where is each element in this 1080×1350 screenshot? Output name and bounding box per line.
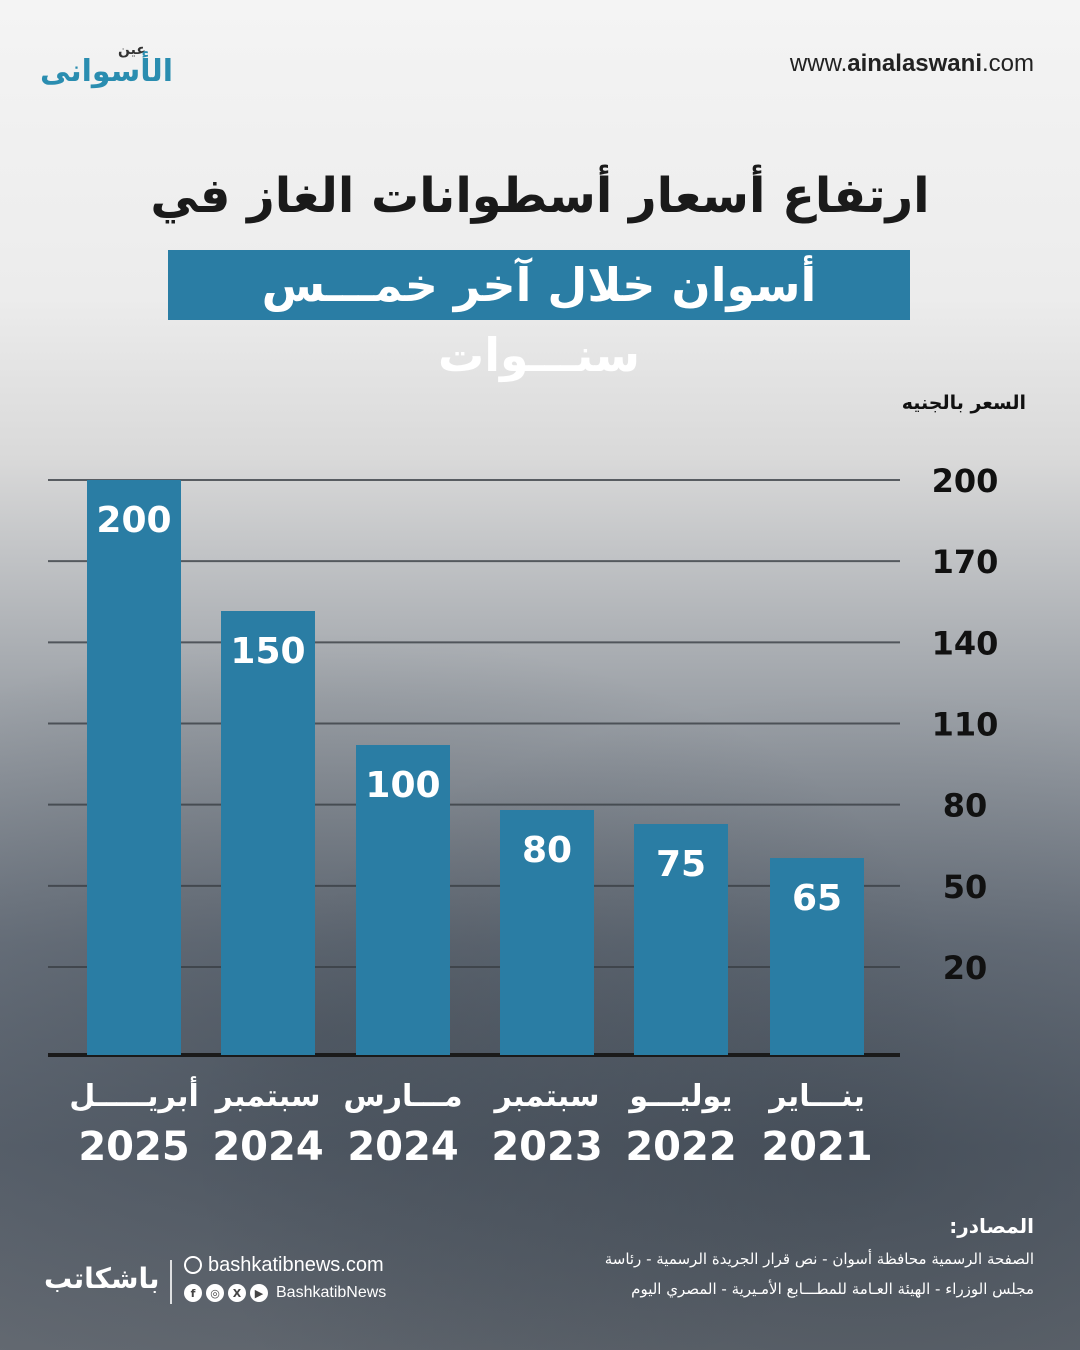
url-suffix: .com (981, 50, 1034, 77)
bar (221, 611, 315, 1055)
bar (87, 480, 181, 1055)
y-tick-label: 170 (932, 543, 999, 581)
logo-small-text: عين (118, 42, 146, 58)
x-tick-year-label: 2021 (761, 1124, 872, 1170)
url-prefix: www. (789, 50, 848, 77)
globe-icon (184, 1256, 202, 1274)
bar-value-label: 200 (96, 500, 171, 541)
title-line-2: أسوان خلال آخر خمـــس سنـــوات (168, 250, 910, 382)
sources-block: المصادر: الصفحة الرسمية محافظة أسوان - ن… (474, 1214, 1034, 1304)
x-tick-month-label: سبتمبر (492, 1079, 599, 1114)
y-tick-label: 50 (943, 868, 988, 906)
sources-line-2: مجلس الوزراء - الهيئة العـامة للمطـــابع… (631, 1280, 1034, 1298)
youtube-icon[interactable]: ▶ (250, 1284, 268, 1302)
sources-heading: المصادر: (949, 1214, 1034, 1238)
sources-line-1: الصفحة الرسمية محافظة أسوان - نص قرار ال… (604, 1250, 1034, 1268)
x-tick-month-label: يوليـــو (627, 1079, 732, 1114)
bar (500, 810, 594, 1055)
bar-value-label: 150 (230, 631, 305, 672)
facebook-icon[interactable]: f (184, 1284, 202, 1302)
x-tick-year-label: 2023 (491, 1124, 602, 1170)
x-icon[interactable]: X (228, 1284, 246, 1302)
bar-value-label: 100 (365, 765, 440, 806)
y-tick-label: 110 (932, 706, 999, 744)
site-url[interactable]: www.ainalaswani.com (790, 50, 1034, 78)
y-tick-label: 80 (943, 787, 988, 825)
x-tick-year-label: 2024 (212, 1124, 323, 1170)
logo-main-text: الأسوانى (40, 54, 174, 89)
bar (356, 745, 450, 1055)
x-tick-year-label: 2022 (625, 1124, 736, 1170)
social-handle: BashkatibNews (276, 1284, 387, 1301)
x-tick-month-label: أبريـــــل (69, 1076, 199, 1114)
bar (634, 824, 728, 1055)
url-domain: ainalaswani (847, 50, 982, 77)
y-tick-label: 140 (932, 624, 999, 662)
bar (770, 858, 864, 1055)
y-tick-label: 20 (943, 949, 988, 987)
y-tick-label: 200 (932, 462, 999, 500)
footer-divider (170, 1260, 172, 1304)
title-line-1: ارتفاع أسعار أسطوانات الغاز في (150, 168, 930, 224)
social-links: f ◎ X ▶ BashkatibNews (184, 1284, 386, 1302)
x-tick-year-label: 2024 (347, 1124, 458, 1170)
footer-website-text: bashkatibnews.com (208, 1254, 384, 1276)
brand-logo[interactable]: باشكاتب (44, 1262, 160, 1295)
x-tick-month-label: سبتمبر (213, 1079, 320, 1114)
x-tick-year-label: 2025 (78, 1124, 189, 1170)
footer-website[interactable]: bashkatibnews.com (184, 1254, 384, 1277)
x-tick-month-label: مـــارس (343, 1079, 462, 1114)
x-tick-month-label: ينـــاير (767, 1079, 864, 1114)
y-axis-unit-label: السعر بالجنيه (901, 392, 1026, 414)
bar-value-label: 65 (792, 878, 842, 919)
instagram-icon[interactable]: ◎ (206, 1284, 224, 1302)
bar-value-label: 75 (656, 844, 706, 885)
bar-value-label: 80 (522, 830, 572, 871)
bar-chart: 20 50 80 110 140 170 200 200 أبريـــــل 2025 150 سب… (48, 462, 999, 1170)
site-logo[interactable]: عين الأسوانى (40, 42, 190, 92)
